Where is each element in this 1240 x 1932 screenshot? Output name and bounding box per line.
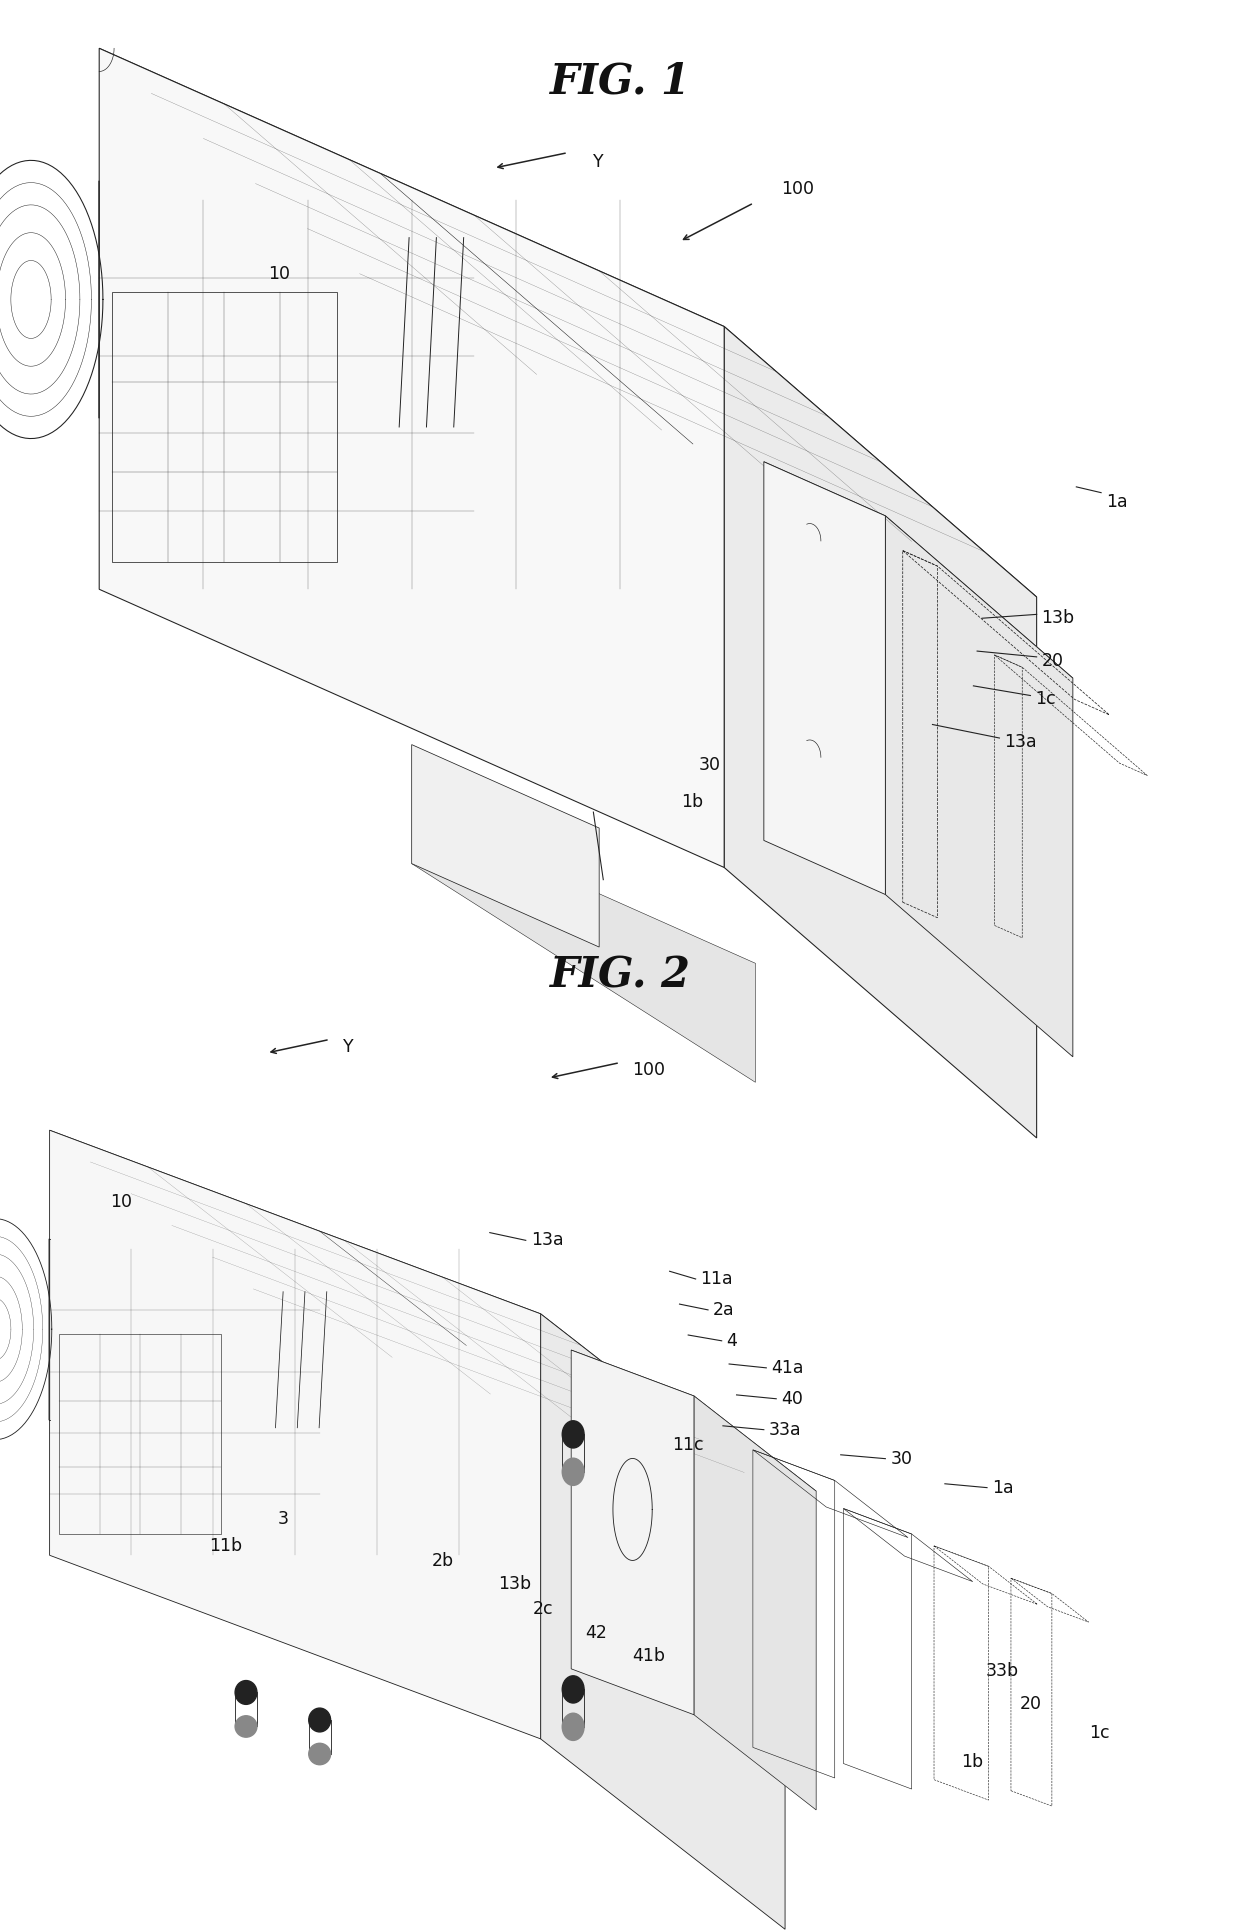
Text: FIG. 1: FIG. 1 (549, 60, 691, 102)
Text: 1b: 1b (681, 792, 703, 811)
Text: 13b: 13b (498, 1575, 532, 1594)
Ellipse shape (562, 1420, 584, 1447)
Ellipse shape (562, 1675, 584, 1702)
Polygon shape (50, 1130, 785, 1505)
Text: 2a: 2a (713, 1300, 734, 1320)
Polygon shape (412, 744, 599, 947)
Text: FIG. 2: FIG. 2 (549, 954, 691, 997)
Text: 1b: 1b (961, 1752, 983, 1772)
Polygon shape (572, 1350, 816, 1492)
Text: 10: 10 (268, 265, 290, 284)
Text: 33a: 33a (769, 1420, 801, 1439)
Text: 11c: 11c (672, 1435, 704, 1455)
Polygon shape (885, 516, 1073, 1057)
Text: Y: Y (343, 1037, 355, 1057)
Text: Y: Y (593, 153, 604, 172)
Ellipse shape (309, 1743, 331, 1764)
Polygon shape (764, 462, 885, 895)
Text: 10: 10 (110, 1192, 133, 1211)
Ellipse shape (562, 1714, 584, 1741)
Polygon shape (99, 48, 724, 867)
Polygon shape (764, 462, 1073, 678)
Text: 30: 30 (890, 1449, 913, 1468)
Bar (112, 292, 337, 562)
Text: 40: 40 (781, 1389, 804, 1408)
Text: 1c: 1c (1035, 690, 1056, 709)
Polygon shape (99, 48, 1037, 597)
Text: 11a: 11a (701, 1269, 733, 1289)
Ellipse shape (236, 1716, 257, 1737)
Text: 41b: 41b (632, 1646, 666, 1665)
Text: 2b: 2b (432, 1551, 454, 1571)
Text: 30: 30 (698, 755, 720, 775)
Text: 42: 42 (585, 1623, 608, 1642)
Ellipse shape (236, 1681, 257, 1704)
Text: 100: 100 (781, 180, 815, 199)
Text: 41a: 41a (771, 1358, 804, 1378)
Text: 4: 4 (727, 1331, 738, 1350)
Text: 1a: 1a (992, 1478, 1013, 1497)
Text: 1a: 1a (1106, 493, 1127, 512)
Polygon shape (412, 864, 755, 1082)
Polygon shape (724, 327, 1037, 1138)
Text: 33b: 33b (986, 1662, 1019, 1681)
Polygon shape (541, 1314, 785, 1930)
Text: 11b: 11b (210, 1536, 242, 1555)
Text: 20: 20 (1019, 1694, 1042, 1714)
Text: 13a: 13a (1004, 732, 1037, 752)
Bar (60, 1335, 222, 1534)
Text: 20: 20 (1042, 651, 1064, 670)
Text: 2c: 2c (533, 1600, 554, 1619)
Polygon shape (572, 1350, 694, 1716)
Text: 100: 100 (632, 1061, 666, 1080)
Ellipse shape (309, 1708, 331, 1731)
Text: 1c: 1c (1089, 1723, 1110, 1743)
Ellipse shape (562, 1459, 584, 1486)
Polygon shape (50, 1130, 541, 1739)
Text: 13b: 13b (1042, 609, 1075, 628)
Polygon shape (694, 1397, 816, 1810)
Text: 3: 3 (278, 1509, 288, 1528)
Text: 13a: 13a (531, 1231, 563, 1250)
